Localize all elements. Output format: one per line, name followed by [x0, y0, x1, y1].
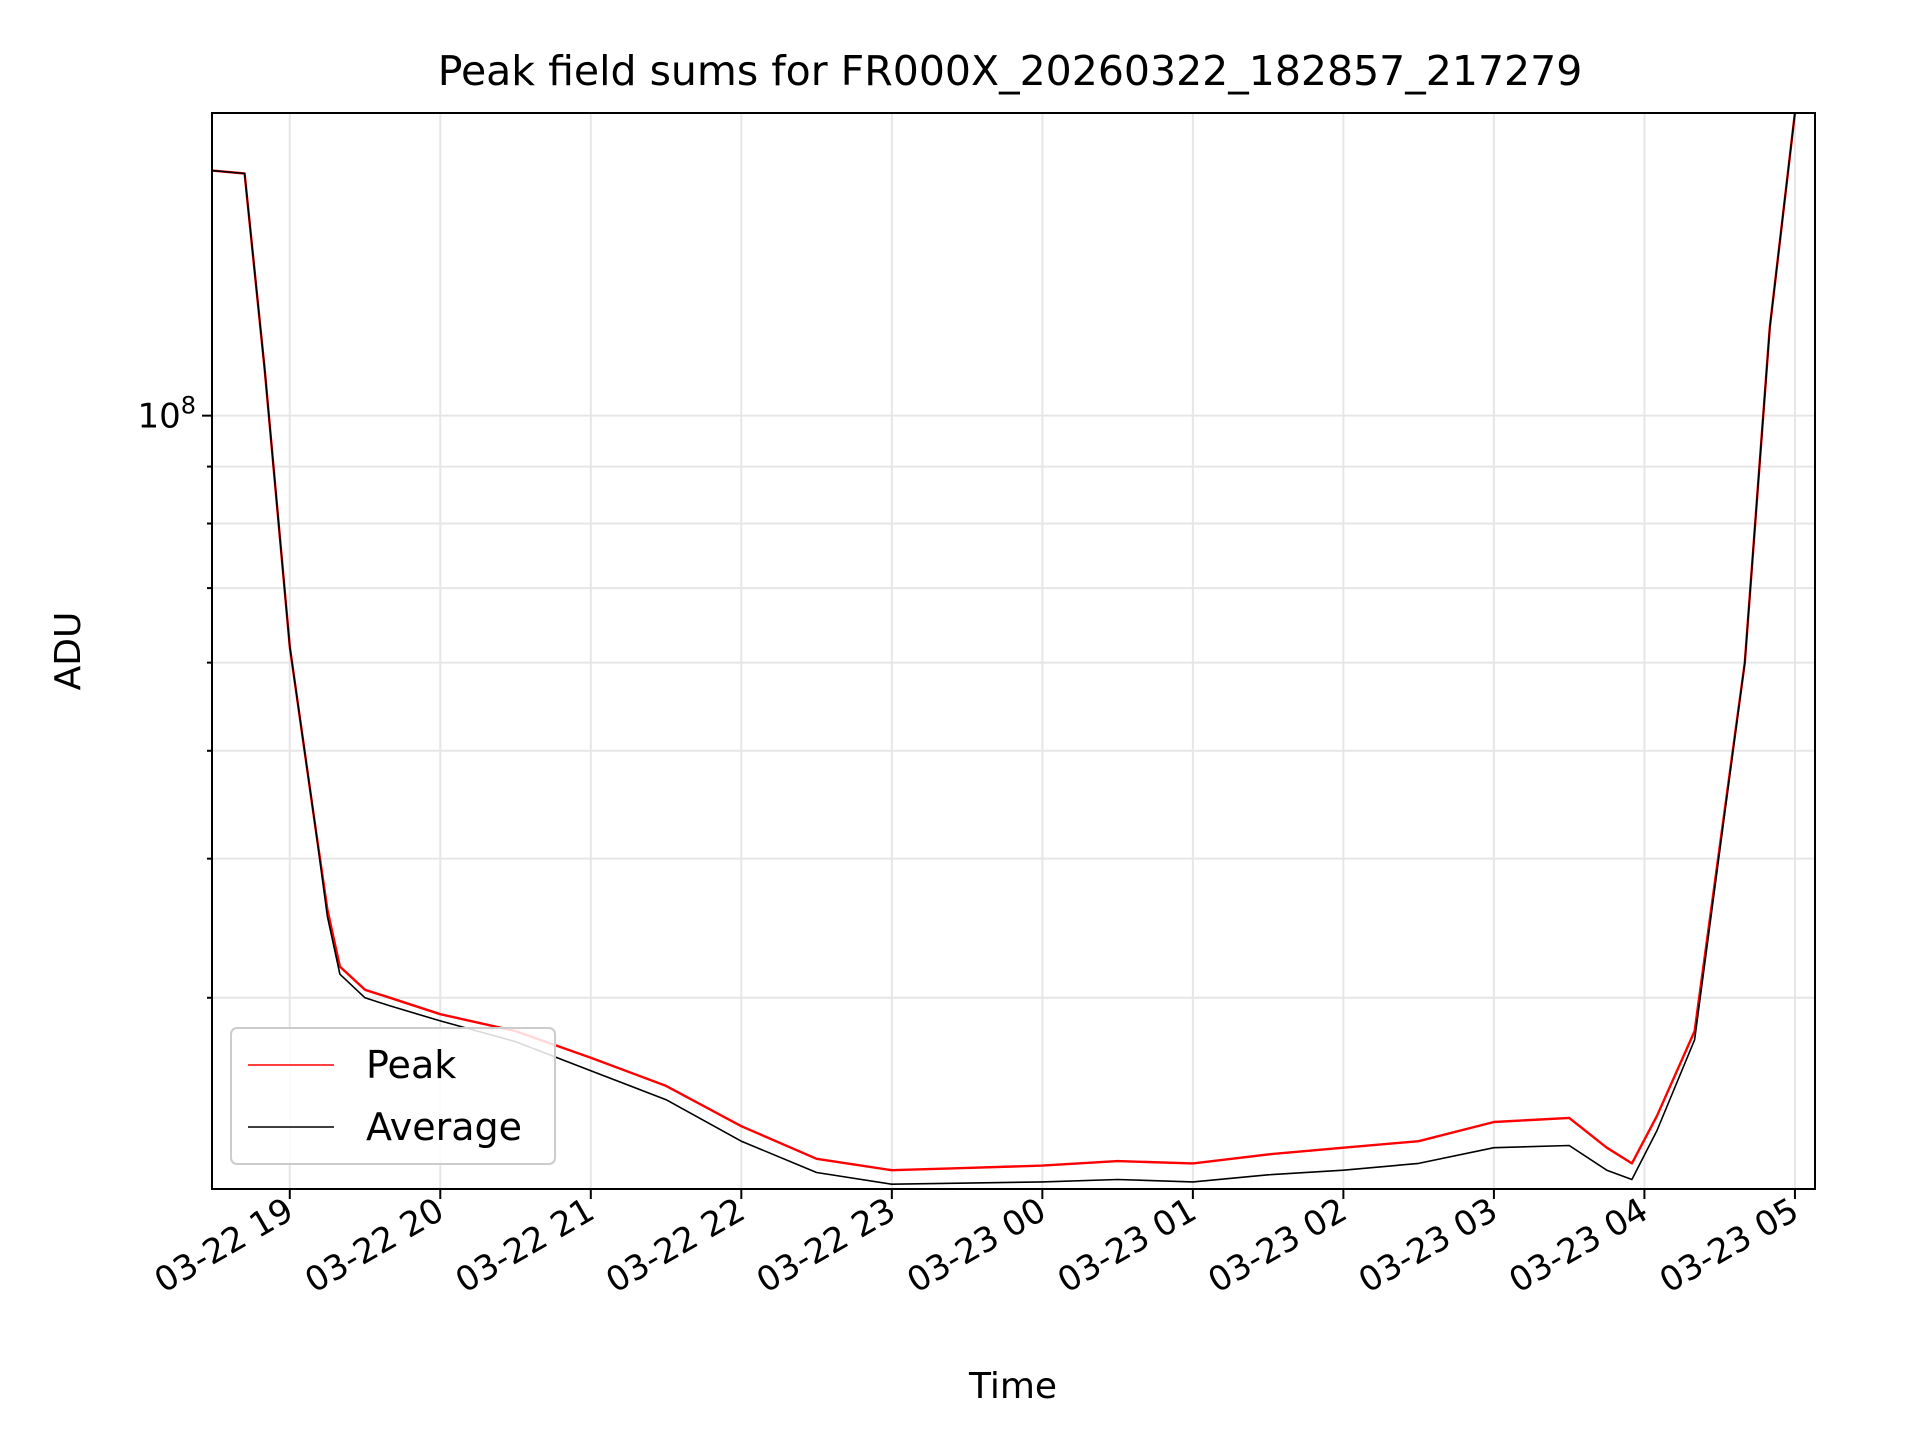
y-axis-label: ADU: [48, 612, 89, 691]
grid: [212, 113, 1815, 1189]
x-axis-label: Time: [968, 1366, 1057, 1407]
series-lines: [211, 112, 1797, 1185]
legend-label-average: Average: [366, 1105, 522, 1149]
chart-title: Peak field sums for FR000X_20260322_1828…: [438, 47, 1583, 95]
legend: Peak Average: [230, 1027, 556, 1165]
legend-box: [230, 1027, 556, 1165]
legend-label-peak: Peak: [366, 1043, 456, 1087]
plot-frame: [211, 112, 1816, 1190]
y-tick-label: 108: [137, 392, 196, 437]
series-line-average: [211, 112, 1796, 1185]
series-line-peak: [211, 112, 1797, 1172]
